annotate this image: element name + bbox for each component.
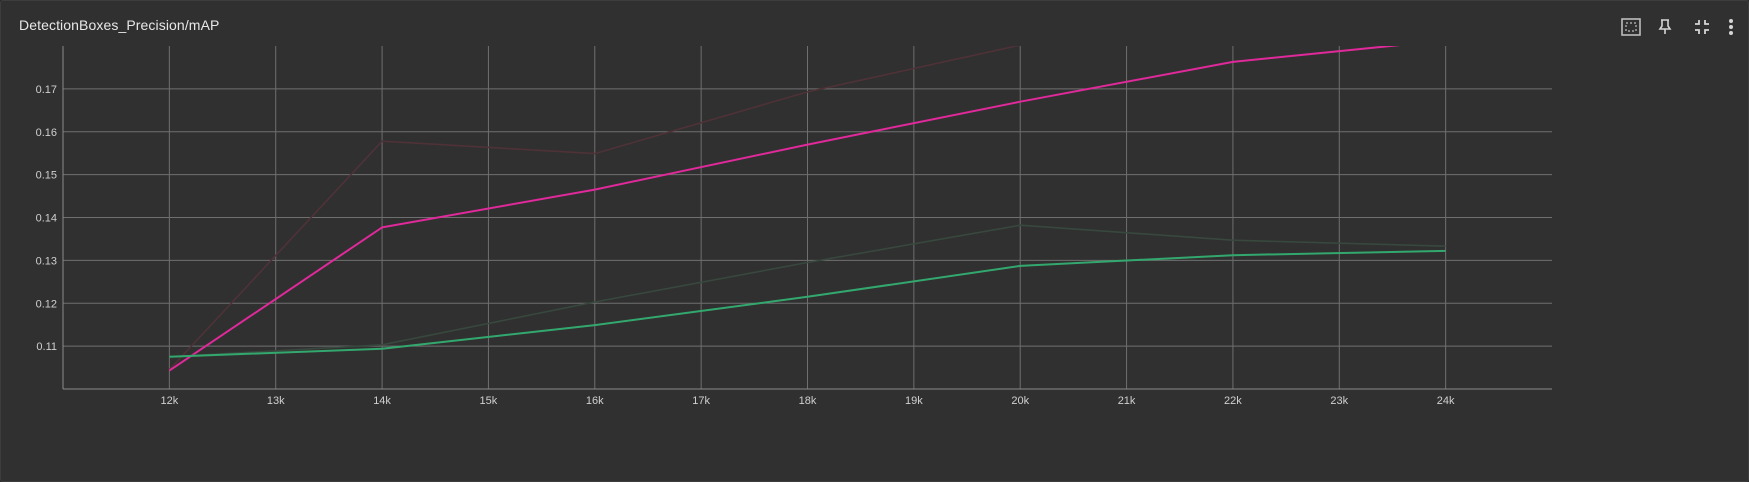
- pin-button[interactable]: [1652, 15, 1678, 39]
- y-tick-label: 0.15: [36, 170, 57, 182]
- x-tick-label: 20k: [1011, 395, 1029, 407]
- x-tick-label: 17k: [692, 395, 710, 407]
- x-tick-label: 12k: [160, 395, 178, 407]
- y-tick-label: 0.16: [36, 127, 57, 139]
- y-tick-label: 0.17: [36, 84, 57, 96]
- more-options-button[interactable]: [1718, 15, 1744, 39]
- x-tick-label: 14k: [373, 395, 391, 407]
- select-region-button[interactable]: [1618, 15, 1644, 39]
- chart-title: DetectionBoxes_Precision/mAP: [19, 17, 220, 33]
- x-tick-label: 19k: [905, 395, 923, 407]
- x-tick-label: 21k: [1118, 395, 1136, 407]
- y-tick-label: 0.11: [36, 341, 57, 353]
- series-group: [168, 46, 1446, 372]
- x-tick-label: 23k: [1330, 395, 1348, 407]
- more-vert-icon: [1729, 19, 1733, 35]
- fullscreen-exit-icon: [1695, 20, 1709, 34]
- x-tick-label: 22k: [1224, 395, 1242, 407]
- x-tick-label: 13k: [267, 395, 285, 407]
- series-line-green-raw: [169, 224, 1446, 358]
- y-tick-label: 0.12: [36, 298, 57, 310]
- series-line-pink-smoothed: [168, 46, 1401, 372]
- pin-icon: [1658, 19, 1672, 34]
- x-tick-label: 16k: [586, 395, 604, 407]
- series-line-pink-raw: [168, 46, 1020, 371]
- collapse-button[interactable]: [1689, 15, 1715, 39]
- y-tick-label: 0.14: [36, 213, 57, 225]
- x-tick-label: 24k: [1437, 395, 1455, 407]
- y-tick-label: 0.13: [36, 255, 57, 267]
- series-line-green-smoothed: [169, 249, 1446, 358]
- x-tick-label: 15k: [480, 395, 498, 407]
- dashed-square-select-icon: [1621, 18, 1641, 36]
- x-tick-label: 18k: [799, 395, 817, 407]
